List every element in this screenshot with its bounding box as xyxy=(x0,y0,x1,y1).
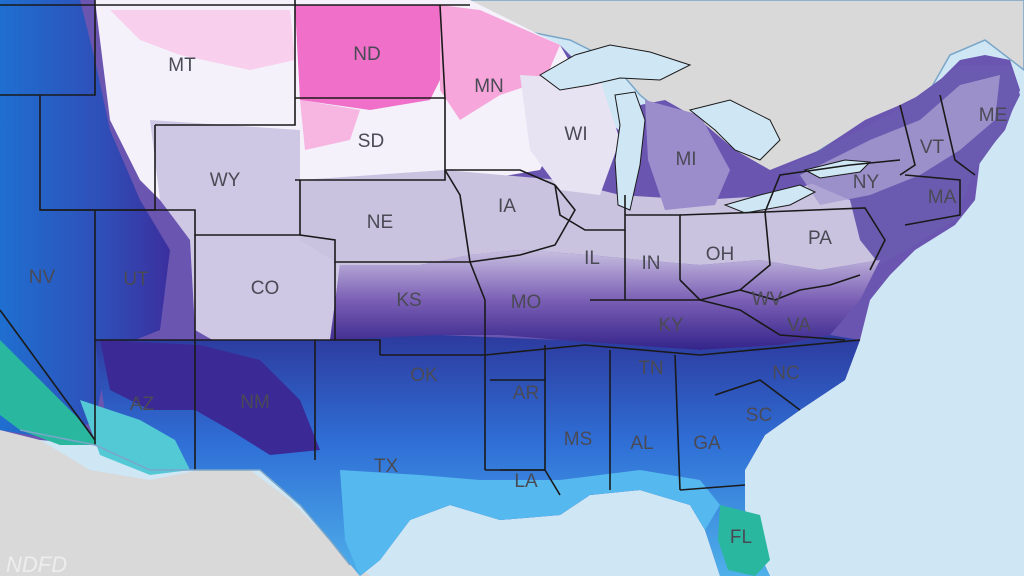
field-gulf-sky xyxy=(340,470,720,576)
state-label-ny: NY xyxy=(853,172,880,193)
field-nd-magenta xyxy=(295,5,450,110)
field-mt-pink xyxy=(110,10,295,70)
field-sd-pink xyxy=(300,100,360,150)
field-mn-pink xyxy=(440,5,560,120)
field-az-teal xyxy=(0,340,100,445)
watermark-text: NDFD xyxy=(6,552,67,576)
state-label-mi: MI xyxy=(675,149,696,170)
state-label-mn: MN xyxy=(474,76,504,97)
state-label-la: LA xyxy=(514,471,538,492)
state-label-az: AZ xyxy=(130,394,155,415)
state-label-mo: MO xyxy=(511,292,542,313)
state-label-mt: MT xyxy=(168,55,196,76)
state-label-wi: WI xyxy=(564,124,587,145)
field-mountain-lavender xyxy=(150,120,340,360)
lake-huron xyxy=(688,99,781,161)
state-label-co: CO xyxy=(251,278,280,299)
state-label-fl: FL xyxy=(730,527,752,548)
state-label-ne: NE xyxy=(367,212,393,233)
field-fl-teal xyxy=(718,505,770,576)
field-az-light xyxy=(80,400,190,475)
field-central-lavender xyxy=(300,160,915,270)
lake-michigan xyxy=(614,91,646,211)
state-label-ut: UT xyxy=(123,269,149,290)
state-label-ar: AR xyxy=(513,383,539,404)
state-label-ia: IA xyxy=(498,196,516,217)
field-west-blue xyxy=(0,0,170,440)
state-label-nc: NC xyxy=(772,363,799,384)
field-mi-lower xyxy=(645,100,730,210)
state-label-nm: NM xyxy=(240,392,270,413)
mexico-border xyxy=(19,429,351,566)
state-label-wv: WV xyxy=(752,289,783,310)
state-label-sc: SC xyxy=(746,405,772,426)
mexico-land xyxy=(0,430,370,576)
state-label-wy: WY xyxy=(210,170,241,191)
state-label-ky: KY xyxy=(658,315,684,336)
state-label-ga: GA xyxy=(693,433,721,454)
state-labels: MT ND MN SD WI WY MI ME NY VT MA IA NE P… xyxy=(29,44,1007,548)
state-label-ks: KS xyxy=(396,290,421,311)
field-mi-lavender xyxy=(520,75,620,195)
state-label-pa: PA xyxy=(808,228,832,249)
state-label-sd: SD xyxy=(358,131,384,152)
state-label-ma: MA xyxy=(928,187,957,208)
state-borders xyxy=(0,0,976,496)
state-label-nv: NV xyxy=(29,267,56,288)
state-label-nd: ND xyxy=(353,44,380,65)
state-label-va: VA xyxy=(787,315,811,336)
field-sw-deep-purple xyxy=(100,340,320,455)
state-label-tx: TX xyxy=(374,456,399,477)
lake-superior xyxy=(539,44,692,91)
state-label-tn: TN xyxy=(638,358,663,379)
state-label-ok: OK xyxy=(410,365,438,386)
state-label-vt: VT xyxy=(920,137,945,158)
state-label-me: ME xyxy=(979,105,1008,126)
state-label-in: IN xyxy=(642,253,661,274)
state-label-ms: MS xyxy=(564,429,593,450)
state-label-al: AL xyxy=(630,433,653,454)
state-label-il: IL xyxy=(584,248,600,269)
state-label-oh: OH xyxy=(706,244,735,265)
